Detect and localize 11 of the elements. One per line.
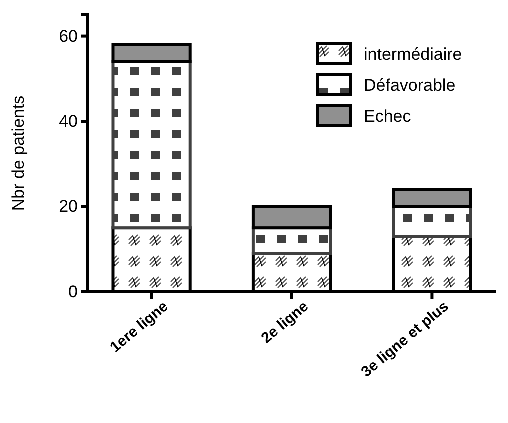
- y-tick-label: 20: [59, 197, 78, 216]
- bar: [392, 188, 472, 208]
- legend-label: intermédiaire: [364, 45, 462, 64]
- legend-label: Echec: [364, 107, 412, 126]
- legend-label: Défavorable: [364, 76, 456, 95]
- y-tick-label: 40: [59, 112, 78, 131]
- bar: [112, 43, 192, 64]
- y-axis-title: Nbr de patients: [9, 96, 28, 212]
- y-tick-label: 0: [68, 282, 78, 302]
- y-tick-label: 60: [59, 26, 78, 46]
- bar: [252, 205, 332, 230]
